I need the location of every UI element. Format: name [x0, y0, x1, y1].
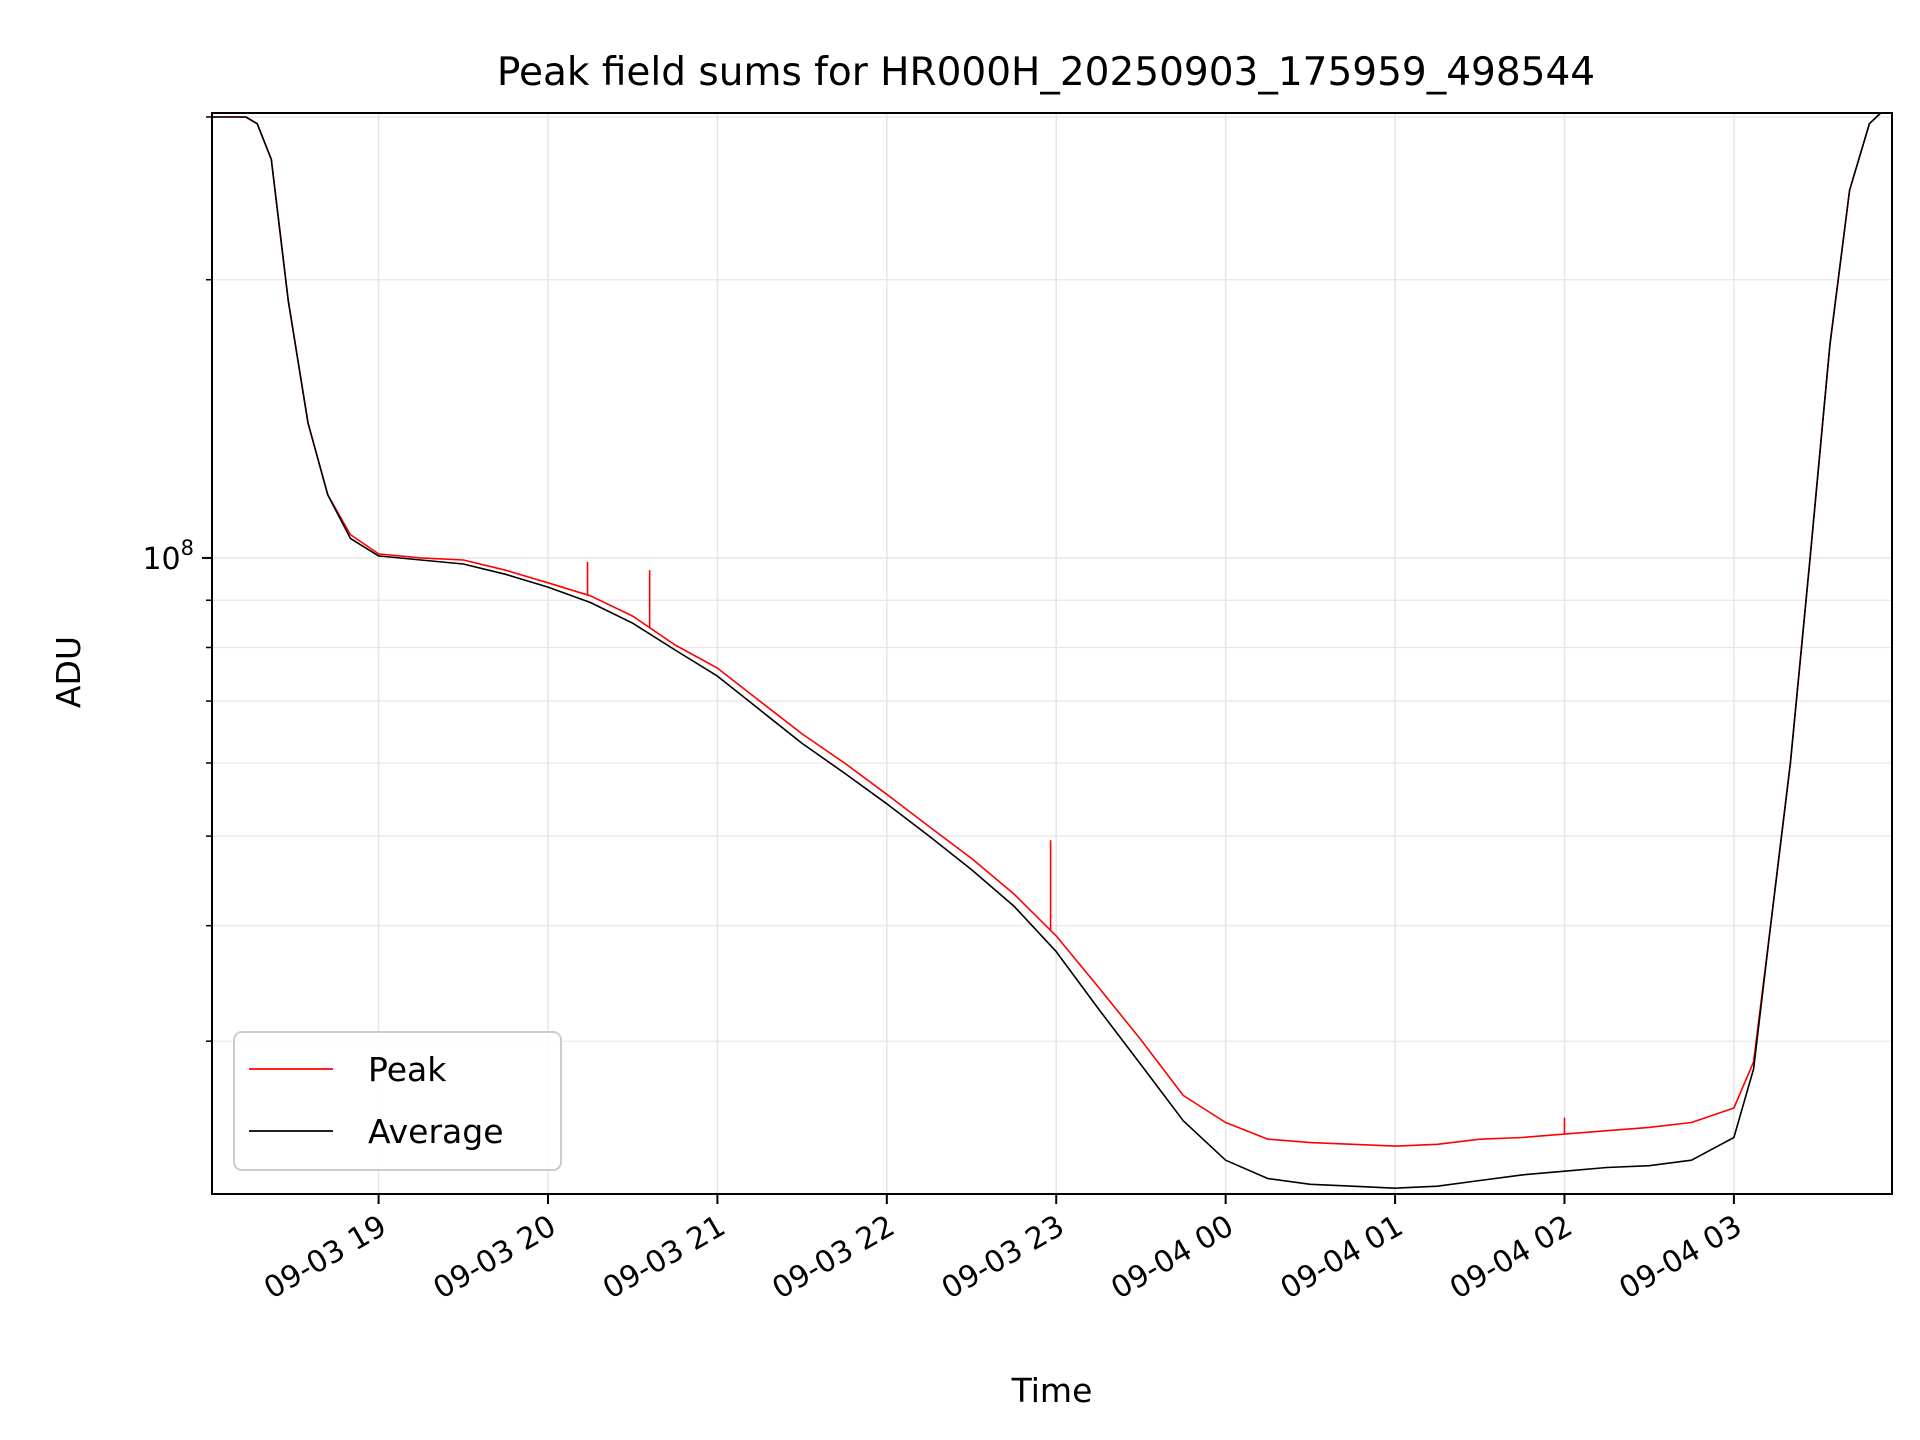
y-tick-label-100000000: 108 [142, 536, 194, 577]
plot-area [202, 112, 1893, 1204]
legend-label-peak: Peak [368, 1050, 447, 1089]
y-tick-label-base: 10 [142, 542, 180, 577]
y-tick-label-exponent: 8 [181, 536, 194, 560]
x-axis-label: Time [1011, 1371, 1093, 1410]
tick-layer [202, 116, 1735, 1204]
series-line-peak [212, 112, 1882, 1147]
series-layer [212, 112, 1882, 1189]
legend: Peak Average [233, 1031, 562, 1171]
svg-text:108: 108 [142, 536, 194, 577]
legend-label-average: Average [368, 1112, 504, 1151]
y-axis-label: ADU [49, 636, 88, 708]
series-line-average [212, 112, 1882, 1189]
chart-title: Peak field sums for HR000H_20250903_1759… [497, 50, 1595, 95]
plot-background [212, 113, 1892, 1194]
grid-layer [212, 113, 1892, 1194]
legend-box [233, 1031, 562, 1171]
plot-frame [211, 112, 1893, 1195]
